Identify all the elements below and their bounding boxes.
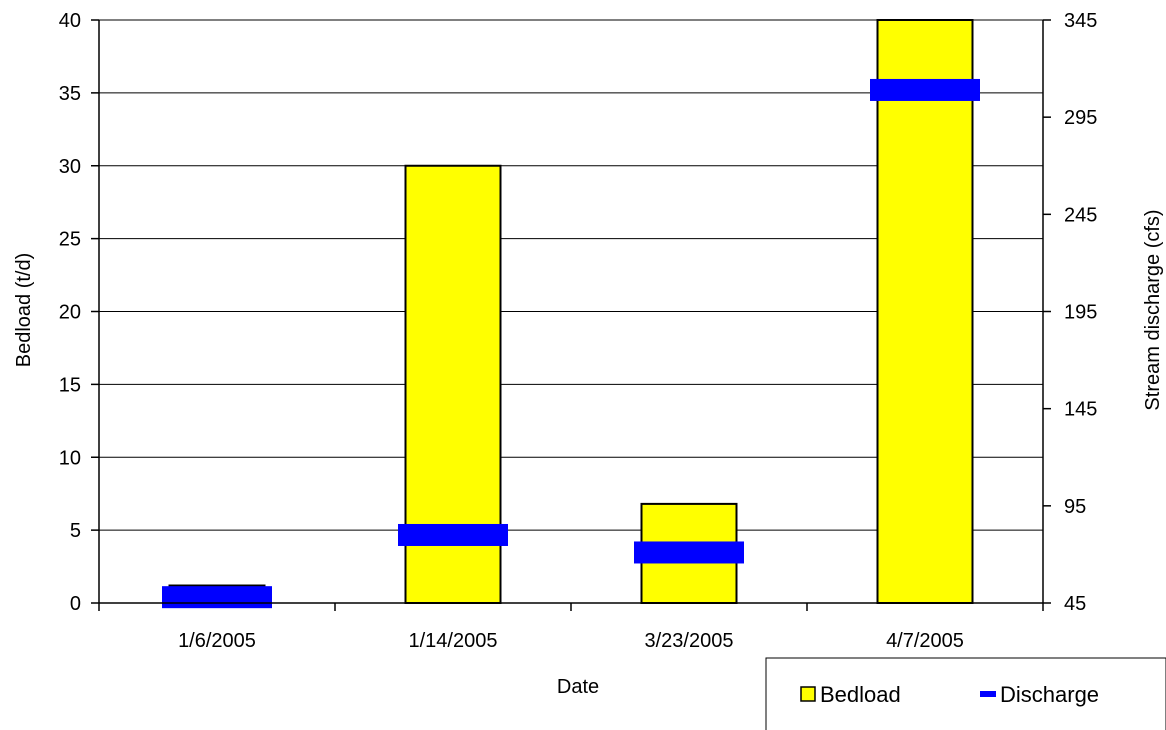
right-tick-label: 45 [1064,593,1086,615]
right-axis-title: Stream discharge (cfs) [1142,209,1164,410]
left-tick-label: 25 [59,229,81,251]
legend-label-bedload: Bedload [820,682,901,707]
x-tick-label: 1/6/2005 [178,630,256,652]
right-tick-label: 295 [1064,107,1097,129]
x-tick-label: 4/7/2005 [886,630,964,652]
left-tick-label: 5 [70,520,81,542]
legend-swatch-discharge [980,691,996,697]
marker-discharge [634,541,744,564]
discharge-markers [162,78,980,609]
legend-swatch-bedload [800,686,816,702]
left-tick-label: 15 [59,374,81,396]
gridlines [99,19,1043,531]
marker-discharge [870,78,980,101]
x-axis-title: Date [557,676,599,698]
left-tick-label: 20 [59,302,81,324]
right-tick-label: 195 [1064,302,1097,324]
legend: Bedload Discharge [765,657,1166,730]
legend-box [765,657,1166,730]
right-tick-label: 145 [1064,399,1097,421]
right-tick-label: 95 [1064,496,1086,518]
bar-bedload [876,19,974,604]
x-tick-label: 3/23/2005 [645,630,734,652]
marker-discharge [162,586,272,609]
x-tick-label: 1/14/2005 [409,630,498,652]
marker-discharge [398,523,508,546]
left-axis-tick-labels: 0 5 10 15 20 25 30 35 40 [59,10,81,615]
left-tick-label: 30 [59,156,81,178]
left-tick-label: 35 [59,83,81,105]
x-axis-tick-labels: 1/6/2005 1/14/2005 3/23/2005 4/7/2005 [178,630,964,652]
legend-label-discharge: Discharge [1000,682,1099,707]
axes [91,19,1051,611]
left-tick-label: 0 [70,593,81,615]
right-tick-label: 345 [1064,10,1097,32]
right-tick-label: 245 [1064,204,1097,226]
left-tick-label: 40 [59,10,81,32]
right-axis-tick-labels: 45 95 145 195 245 295 345 [1064,10,1097,615]
left-axis-title: Bedload (t/d) [13,253,35,368]
left-tick-label: 10 [59,447,81,469]
